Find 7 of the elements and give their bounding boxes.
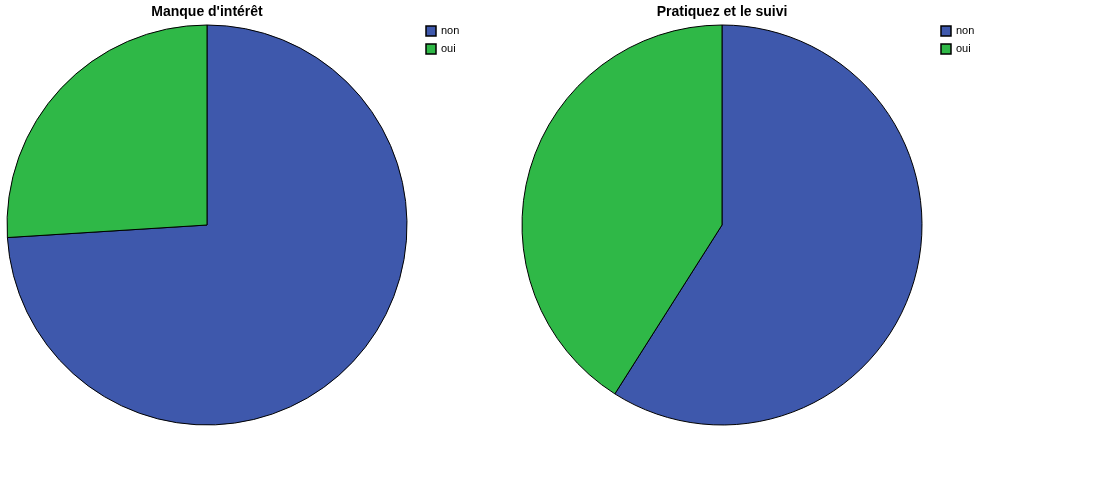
chart-title: Pratiquez et le suivi bbox=[656, 3, 788, 19]
legend-label: non bbox=[956, 24, 975, 36]
legend-label: non bbox=[441, 24, 460, 36]
chart-title: Manque d'intérêt bbox=[151, 3, 264, 19]
pie-slice bbox=[6, 24, 408, 426]
legend-label: oui bbox=[441, 42, 456, 54]
legend-label: oui bbox=[956, 42, 971, 54]
